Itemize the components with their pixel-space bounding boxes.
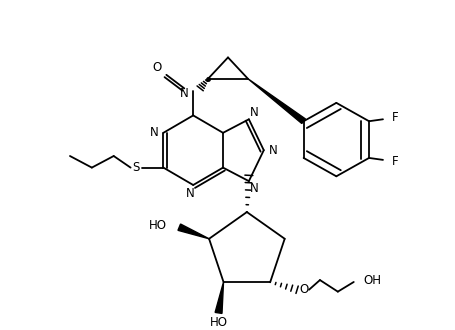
Text: N: N	[249, 106, 258, 119]
Text: N: N	[269, 144, 278, 157]
Text: F: F	[391, 111, 397, 124]
Text: HO: HO	[149, 219, 167, 232]
Text: N: N	[249, 182, 258, 195]
Text: N: N	[180, 87, 188, 100]
Polygon shape	[215, 282, 223, 313]
Text: N: N	[150, 126, 158, 139]
Text: OH: OH	[363, 274, 381, 286]
Polygon shape	[248, 79, 305, 123]
Polygon shape	[177, 224, 208, 239]
Text: S: S	[131, 161, 139, 174]
Text: N: N	[186, 187, 194, 200]
Text: HO: HO	[209, 316, 227, 329]
Text: F: F	[391, 155, 397, 168]
Text: O: O	[299, 283, 308, 296]
Text: O: O	[152, 61, 162, 74]
